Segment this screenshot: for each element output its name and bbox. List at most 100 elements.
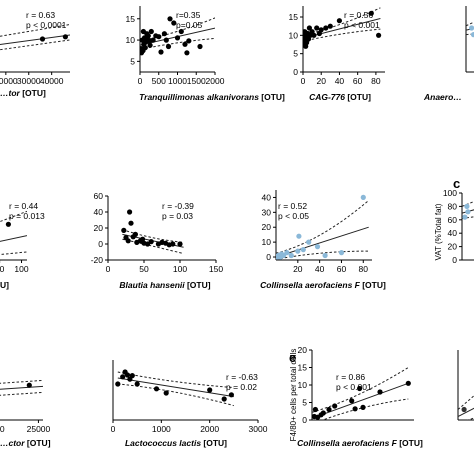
stat-r-value: r=0.35 <box>176 10 201 20</box>
x-axis-label-unit: [OTU] <box>345 92 371 102</box>
stat-r-value: r = 0.44 <box>9 201 38 211</box>
x-tick-label: 80 <box>0 264 5 274</box>
chart-panel-p_r2c1: 80 100 r = 0.44p = 0.013 U] <box>0 201 45 290</box>
stat-r-value: r = 0.52 <box>278 201 307 211</box>
data-point <box>170 241 176 247</box>
ci-lower-line <box>462 216 474 219</box>
stat-p-value: p = 0.02 <box>226 382 257 392</box>
x-axis-label: Collinsella aerofaciens F [OTU] <box>260 280 386 290</box>
stat-p-value: p=0.05 <box>176 20 203 30</box>
x-axis-label: …tor [OTU] <box>0 88 46 98</box>
data-point <box>62 34 68 40</box>
x-tick-label: 40000 <box>40 76 64 86</box>
data-point <box>338 250 345 256</box>
x-tick-label: 80 <box>359 264 369 274</box>
x-tick-label: 20 <box>293 264 303 274</box>
x-axis-label: U] <box>0 280 9 290</box>
x-tick-label: 0 <box>301 76 306 86</box>
data-point <box>332 403 338 409</box>
x-axis-label: Tranquillimonas alkanivorans [OTU] <box>139 92 285 102</box>
plot-area <box>458 395 474 420</box>
y-tick-label: 10 <box>126 35 136 45</box>
y-tick-label: 20 <box>448 242 458 252</box>
y-tick-label: 40 <box>448 228 458 238</box>
data-point <box>182 41 188 47</box>
data-point <box>174 35 181 41</box>
data-point <box>140 236 146 242</box>
data-point <box>167 16 173 22</box>
x-tick-label: 20 <box>316 76 326 86</box>
data-point <box>153 386 160 392</box>
data-point <box>178 28 184 35</box>
x-tick-label: 3000 <box>249 424 268 434</box>
stat-p-value: p < 0.0001 <box>26 20 67 30</box>
data-point <box>320 410 326 416</box>
x-axis-label-unit: [OTU] <box>259 92 285 102</box>
y-tick-label: 0 <box>98 239 103 249</box>
data-point <box>300 247 306 253</box>
plot-area <box>140 16 215 56</box>
y-tick-label: 60 <box>94 191 104 201</box>
data-point <box>148 28 154 35</box>
chart-panel-p_r1c3: 0 20 40 60 80 0 5 10 15 r = 0.56p < 0.001 CAG-776 … <box>289 6 385 102</box>
regression-line <box>276 226 369 258</box>
data-point <box>368 10 374 16</box>
data-point <box>357 385 363 392</box>
y-tick-label: 40 <box>262 192 272 202</box>
chart-panel-p_r2c3: 20 40 60 80 0 10 20 30 40 r = 0.52p < 0.05 Collins… <box>260 190 386 290</box>
stat-r-value: r = 0.56 <box>344 10 373 20</box>
data-point <box>128 220 134 226</box>
regression-line <box>117 377 234 398</box>
y-tick-label: 80 <box>448 201 458 211</box>
data-point <box>163 37 169 43</box>
regression-line <box>312 382 409 419</box>
x-axis-label-taxon: Collinsella aerofaciens F <box>297 438 397 448</box>
data-point <box>284 250 290 256</box>
ci-upper-line <box>462 200 474 207</box>
regression-line <box>0 385 43 390</box>
stat-r-value: r = -0.63 <box>226 372 258 382</box>
x-tick-label: 1000 <box>168 76 187 86</box>
ci-upper-line <box>117 371 234 389</box>
stat-p-value: p = 0.013 <box>9 211 45 221</box>
regression-line <box>0 34 70 46</box>
stat-p-value: p < 0.001 <box>336 382 372 392</box>
x-axis-label-unit: [OTU] <box>20 88 46 98</box>
y-tick-label: 20 <box>94 223 104 233</box>
regression-line <box>466 27 474 31</box>
x-axis-label-taxon: Anaero… <box>423 92 462 102</box>
data-point <box>150 37 156 43</box>
y-tick-label: 40 <box>94 207 104 217</box>
x-tick-label: 1500 <box>187 76 206 86</box>
y-tick-label: 30 <box>262 207 272 217</box>
plot-area <box>0 379 43 396</box>
data-point <box>221 396 227 402</box>
chart-panel-p_r3c3: 0 5 10 15 20 r = 0.86p < 0.001 Collinsella aer… <box>289 345 423 448</box>
x-axis-label: …ctor [OTU] <box>0 438 51 448</box>
ci-upper-line <box>122 229 184 243</box>
y-axis-label: F4/80+ cells per total cells <box>289 349 298 442</box>
y-tick-label: 10 <box>298 380 308 390</box>
x-axis-label-taxon: Collinsella aerofaciens F <box>260 280 360 290</box>
x-axis-label: Blautia hansenii [OTU] <box>119 280 210 290</box>
data-point <box>163 390 169 396</box>
chart-panel-p_r3c2: 0 1000 2000 3000 r = -0.63p = 0.02 Lactococcu… <box>111 360 268 448</box>
y-tick-label: 5 <box>302 398 307 408</box>
data-point <box>132 231 138 237</box>
x-tick-label: 25000 <box>27 424 51 434</box>
data-point <box>336 18 342 24</box>
data-point <box>360 404 366 410</box>
x-axis-label-unit: [OTU] <box>201 438 227 448</box>
data-point <box>5 221 11 227</box>
chart-panel-p_r1c4: Anaero… <box>423 6 474 102</box>
y-tick-label: -20 <box>91 255 104 265</box>
y-tick-label: 10 <box>262 237 272 247</box>
chart-panel-p_r3c4 <box>457 350 474 421</box>
data-point <box>127 209 133 215</box>
x-tick-label: 60 <box>337 264 347 274</box>
data-point <box>184 50 190 56</box>
panel-label-c: c <box>453 176 460 191</box>
x-tick-label: 20000 <box>0 424 5 434</box>
plot-area <box>276 194 370 260</box>
x-axis-label-taxon: Lactococcus lactis <box>125 438 201 448</box>
